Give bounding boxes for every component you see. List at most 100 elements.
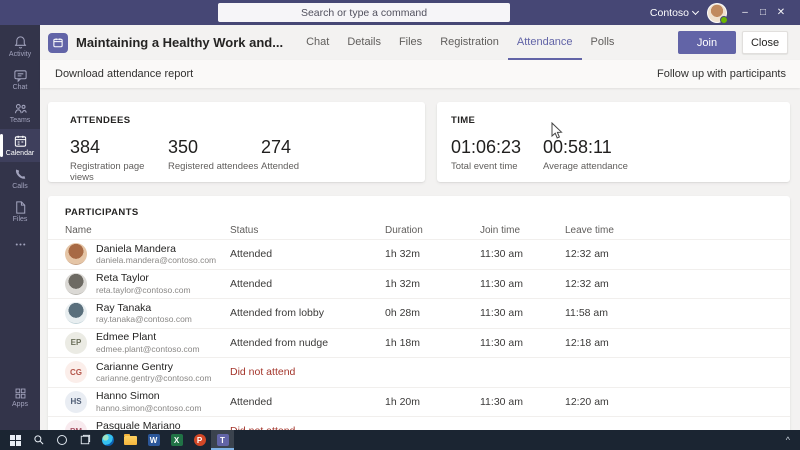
join-time-value: 11:30 am: [480, 278, 565, 290]
join-time-value: 11:30 am: [480, 396, 565, 408]
sidebar-item-label: Activity: [9, 51, 31, 58]
join-time-value: 11:30 am: [480, 307, 565, 319]
app-body: Activity Chat Teams: [0, 25, 800, 430]
task-view-icon[interactable]: [73, 430, 96, 450]
minimize-icon[interactable]: –: [736, 7, 754, 18]
tab-attendance[interactable]: Attendance: [508, 25, 582, 60]
column-header-leave-time: Leave time: [565, 225, 790, 236]
tab-chat[interactable]: Chat: [297, 25, 338, 60]
tenant-switcher[interactable]: Contoso: [650, 7, 698, 19]
titlebar: Search or type a command Contoso – □ ✕: [0, 0, 800, 25]
status-text: Attended: [230, 248, 385, 260]
show-hidden-icons-chevron[interactable]: ^: [786, 435, 790, 445]
tab-details[interactable]: Details: [338, 25, 390, 60]
time-stats: 01:06:23 Total event time 00:58:11 Avera…: [451, 137, 790, 172]
join-button[interactable]: Join: [678, 31, 736, 54]
avatar[interactable]: [707, 3, 727, 23]
table-row[interactable]: EP Edmee Plantedmee.plant@contoso.com At…: [48, 328, 790, 358]
table-row[interactable]: Ray Tanakaray.tanaka@contoso.com Attende…: [48, 298, 790, 328]
close-button[interactable]: Close: [742, 31, 788, 54]
stat-label: Registration page views: [70, 161, 168, 183]
cortana-icon[interactable]: [50, 430, 73, 450]
join-time-value: 11:30 am: [480, 337, 565, 349]
sidebar-item-more[interactable]: [0, 228, 40, 261]
avatar: [65, 273, 87, 295]
search-input[interactable]: Search or type a command: [218, 3, 510, 22]
participant-email: reta.taylor@contoso.com: [96, 285, 191, 295]
participant-email: hanno.simon@contoso.com: [96, 403, 202, 413]
duration-value: 1h 32m: [385, 278, 480, 290]
sidebar-item-label: Chat: [13, 84, 28, 91]
edge-icon[interactable]: [96, 430, 119, 450]
stat-label: Attended: [261, 161, 299, 172]
column-header-join-time: Join time: [480, 225, 565, 236]
stat-value: 274: [261, 137, 299, 158]
duration-value: 1h 18m: [385, 337, 480, 349]
windows-start-icon[interactable]: [4, 430, 27, 450]
stat-attended: 274 Attended: [261, 137, 299, 183]
sidebar-item-label: Calls: [12, 183, 28, 190]
stat-value: 384: [70, 137, 168, 158]
participants-card: PARTICIPANTS Name Status Duration Join t…: [48, 196, 790, 434]
taskbar-search-icon[interactable]: [27, 430, 50, 450]
follow-up-link[interactable]: Follow up with participants: [657, 68, 786, 80]
sidebar-item-chat[interactable]: Chat: [0, 63, 40, 96]
sidebar-item-label: Apps: [12, 401, 28, 408]
avatar: [65, 243, 87, 265]
excel-icon[interactable]: X: [165, 430, 188, 450]
stat-average-attendance: 00:58:11 Average attendance: [543, 137, 628, 172]
stat-total-event-time: 01:06:23 Total event time: [451, 137, 543, 172]
table-row[interactable]: Daniela Manderadaniela.mandera@contoso.c…: [48, 239, 790, 269]
stat-registration-page-views: 384 Registration page views: [70, 137, 168, 183]
search-placeholder: Search or type a command: [301, 7, 427, 19]
sidebar-item-files[interactable]: Files: [0, 195, 40, 228]
page-title: Maintaining a Healthy Work and...: [76, 35, 283, 50]
teams-icon: [13, 101, 28, 116]
stat-label: Average attendance: [543, 161, 628, 172]
participant-name: Hanno Simon: [96, 390, 202, 403]
stat-label: Registered attendees: [168, 161, 261, 172]
participants-card-title: PARTICIPANTS: [65, 207, 790, 218]
leave-time-value: 12:18 am: [565, 337, 790, 349]
attendance-toolbar: Download attendance report Follow up wit…: [40, 60, 800, 88]
tab-polls[interactable]: Polls: [582, 25, 624, 60]
sidebar-item-apps[interactable]: Apps: [0, 381, 40, 414]
tab-registration[interactable]: Registration: [431, 25, 508, 60]
participant-name: Daniela Mandera: [96, 243, 216, 256]
status-text: Attended: [230, 396, 385, 408]
participant-email: edmee.plant@contoso.com: [96, 344, 200, 354]
sidebar-item-teams[interactable]: Teams: [0, 96, 40, 129]
download-report-link[interactable]: Download attendance report: [55, 68, 193, 80]
stat-value: 00:58:11: [543, 137, 628, 158]
sidebar-item-calendar[interactable]: Calendar: [0, 129, 40, 162]
word-icon[interactable]: W: [142, 430, 165, 450]
table-row[interactable]: HS Hanno Simonhanno.simon@contoso.com At…: [48, 387, 790, 417]
chat-icon: [13, 68, 28, 83]
table-row[interactable]: CG Carianne Gentrycarianne.gentry@contos…: [48, 357, 790, 387]
stat-value: 01:06:23: [451, 137, 543, 158]
maximize-icon[interactable]: □: [754, 7, 772, 18]
tab-files[interactable]: Files: [390, 25, 431, 60]
window-controls: – □ ✕: [736, 7, 790, 18]
header-actions: Join Close: [678, 25, 788, 60]
powerpoint-icon[interactable]: P: [188, 430, 211, 450]
attendees-stats: 384 Registration page views 350 Register…: [70, 137, 425, 183]
participants-column-headers: Name Status Duration Join time Leave tim…: [48, 221, 790, 239]
duration-value: 0h 28m: [385, 307, 480, 319]
sidebar-item-calls[interactable]: Calls: [0, 162, 40, 195]
table-row[interactable]: Reta Taylorreta.taylor@contoso.com Atten…: [48, 269, 790, 299]
duration-value: 1h 32m: [385, 248, 480, 260]
meeting-tabs: Chat Details Files Registration Attendan…: [297, 25, 623, 60]
file-explorer-icon[interactable]: [119, 430, 142, 450]
leave-time-value: 12:32 am: [565, 278, 790, 290]
close-icon[interactable]: ✕: [772, 7, 790, 18]
sidebar: Activity Chat Teams: [0, 25, 40, 430]
titlebar-right: Contoso – □ ✕: [650, 3, 800, 23]
column-header-duration: Duration: [385, 225, 480, 236]
bell-icon: [13, 35, 28, 50]
teams-taskbar-icon[interactable]: T: [211, 430, 234, 450]
calendar-icon: [13, 134, 28, 149]
sidebar-item-label: Files: [13, 216, 28, 223]
sidebar-item-activity[interactable]: Activity: [0, 30, 40, 63]
attendees-card: ATTENDEES 384 Registration page views 35…: [48, 102, 425, 182]
